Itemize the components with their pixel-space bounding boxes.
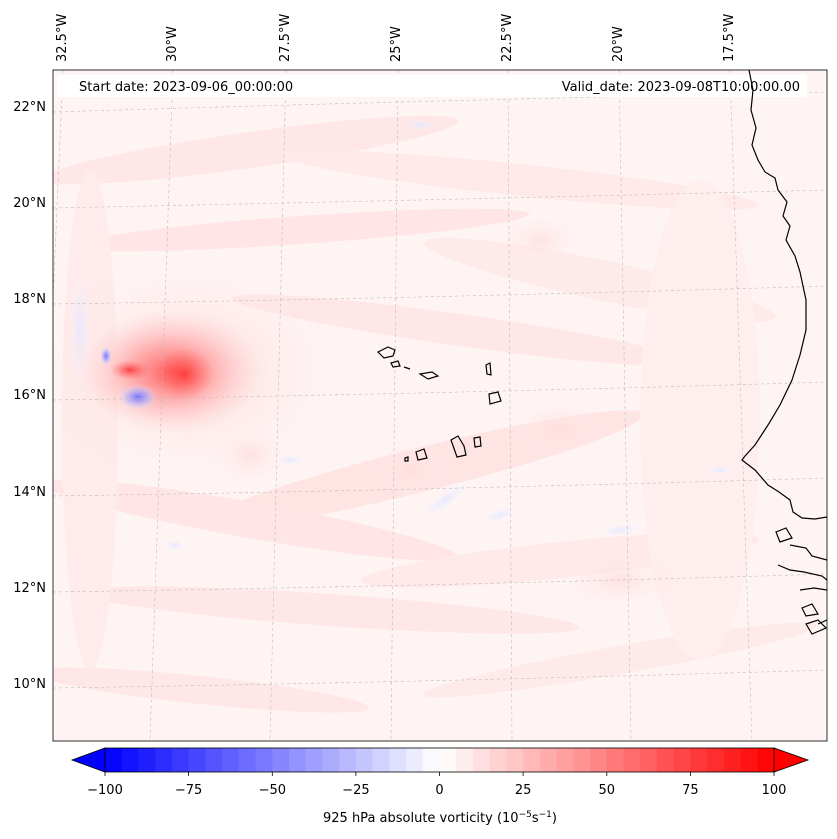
- colorbar-max-extend: [773, 747, 810, 773]
- colorbar-tick-label: 75: [682, 783, 699, 798]
- colorbar-cell: [121, 748, 139, 772]
- colorbar-tick-label: 50: [599, 783, 616, 798]
- colorbar-tick-label: 0: [435, 783, 443, 798]
- colorbar-cell: [707, 748, 725, 772]
- colorbar-cell: [623, 748, 641, 772]
- colorbar-cell: [690, 748, 708, 772]
- colorbar-cell: [573, 748, 591, 772]
- lat-label: 10°N: [13, 677, 46, 692]
- colorbar-cells: [105, 748, 775, 772]
- lon-label: 30°W: [165, 26, 180, 62]
- longitude-labels: 32.5°W 30°W 27.5°W 25°W 22.5°W 20°W 17.5…: [55, 14, 737, 62]
- colorbar-cell: [539, 748, 557, 772]
- header-band: [57, 75, 807, 97]
- colorbar-cell: [188, 748, 206, 772]
- african-coastline: [741, 70, 827, 635]
- colorbar-cell: [238, 748, 256, 772]
- colorbar-cell: [155, 748, 173, 772]
- cape-verde-islands: [376, 346, 502, 462]
- colorbar-cell: [406, 748, 424, 772]
- colorbar: −100 −75 −50 −25 0 25 50 75 100 925 hPa …: [70, 747, 810, 826]
- colorbar-cell: [439, 748, 457, 772]
- colorbar-cell: [456, 748, 474, 772]
- positive-vorticity-patches: [210, 215, 680, 608]
- colorbar-cell: [272, 748, 290, 772]
- lat-label: 12°N: [13, 581, 46, 596]
- colorbar-cell: [590, 748, 608, 772]
- colorbar-cell: [489, 748, 507, 772]
- colorbar-cell: [673, 748, 691, 772]
- colorbar-tick-label: −25: [342, 783, 369, 798]
- colorbar-tick-label: 25: [515, 783, 532, 798]
- lat-label: 16°N: [13, 388, 46, 403]
- lon-label: 25°W: [389, 26, 404, 62]
- colorbar-tick-labels: −100 −75 −50 −25 0 25 50 75 100: [87, 783, 786, 798]
- colorbar-cell: [506, 748, 524, 772]
- colorbar-cell: [322, 748, 340, 772]
- valid-date-label: Valid_date: 2023-09-08T10:00:00.00: [562, 80, 800, 95]
- colorbar-cell: [255, 748, 273, 772]
- colorbar-ticks: [104, 772, 775, 776]
- lat-label: 22°N: [13, 100, 46, 115]
- lat-label: 14°N: [13, 485, 46, 500]
- colorbar-tick-label: −100: [87, 783, 123, 798]
- colorbar-cell: [740, 748, 758, 772]
- colorbar-tick-label: −75: [175, 783, 202, 798]
- colorbar-cell: [389, 748, 407, 772]
- colorbar-tick-label: −50: [259, 783, 286, 798]
- colorbar-cell: [523, 748, 541, 772]
- colorbar-cell: [556, 748, 574, 772]
- colorbar-cell: [422, 748, 440, 772]
- colorbar-cell: [640, 748, 658, 772]
- colorbar-cell: [606, 748, 624, 772]
- colorbar-cell: [757, 748, 775, 772]
- graticule: [53, 70, 827, 741]
- colorbar-cell: [723, 748, 741, 772]
- lon-label: 27.5°W: [278, 14, 293, 62]
- vorticity-field: [53, 70, 827, 741]
- colorbar-cell: [305, 748, 323, 772]
- colorbar-cell: [205, 748, 223, 772]
- lon-label: 32.5°W: [55, 14, 70, 62]
- colorbar-cell: [222, 748, 240, 772]
- colorbar-cell: [656, 748, 675, 772]
- map-frame: [52, 69, 828, 742]
- colorbar-cell: [138, 748, 156, 772]
- lat-label: 18°N: [13, 292, 46, 307]
- colorbar-cell: [105, 748, 123, 772]
- colorbar-cell: [355, 748, 374, 772]
- lon-label: 17.5°W: [722, 14, 737, 62]
- vortex-system: [53, 260, 340, 480]
- colorbar-tick-label: 100: [762, 783, 787, 798]
- colorbar-min-extend: [70, 747, 106, 773]
- latitude-labels: 22°N 20°N 18°N 16°N 14°N 12°N 10°N: [13, 100, 46, 692]
- colorbar-cell: [472, 748, 491, 772]
- lat-label: 20°N: [13, 196, 46, 211]
- lon-label: 20°W: [611, 26, 626, 62]
- start-date-label: Start date: 2023-09-06_00:00:00: [79, 80, 293, 95]
- colorbar-cell: [339, 748, 357, 772]
- colorbar-cell: [372, 748, 390, 772]
- lon-label: 22.5°W: [500, 14, 515, 62]
- colorbar-label: 925 hPa absolute vorticity (10−5s−1): [323, 810, 557, 826]
- colorbar-cell: [171, 748, 190, 772]
- colorbar-cell: [288, 748, 307, 772]
